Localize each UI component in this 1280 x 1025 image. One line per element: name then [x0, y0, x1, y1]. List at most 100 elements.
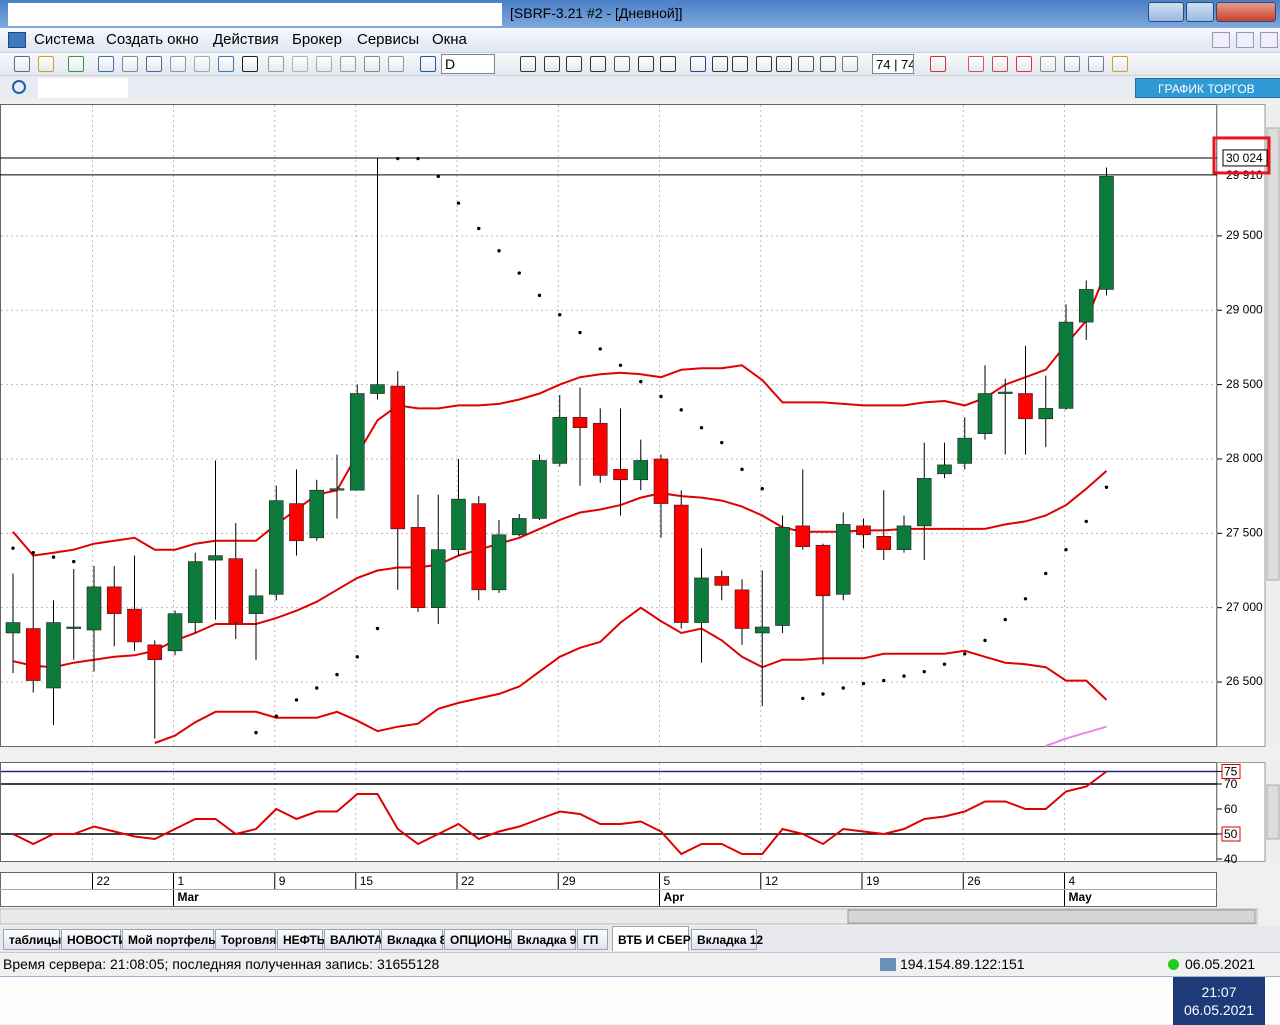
sar-dot [517, 271, 521, 275]
sar-dot [740, 467, 744, 472]
tab[interactable]: Вкладка 12 [691, 929, 763, 950]
toolbar-icon[interactable] [1016, 56, 1032, 72]
toolbar-icon[interactable] [1064, 56, 1080, 72]
clock[interactable]: 21:07 06.05.2021 [1173, 977, 1265, 1025]
toolbar-icon[interactable] [690, 56, 706, 72]
toolbar-icon[interactable] [798, 56, 814, 72]
minimize-button[interactable] [1148, 2, 1184, 22]
toolbar-icon[interactable] [364, 56, 380, 72]
v-scroll-thumb[interactable] [1266, 127, 1280, 581]
x-tick-label: 22 [97, 874, 111, 888]
tab[interactable]: ВАЛЮТА [324, 929, 383, 950]
toolbar-icon[interactable] [122, 56, 138, 72]
toolbar-icon[interactable] [638, 56, 654, 72]
toolbar-icon[interactable] [98, 56, 114, 72]
clock-date: 06.05.2021 [1183, 1002, 1255, 1018]
toolbar-icon[interactable] [68, 56, 84, 72]
toolbar-icon[interactable] [968, 56, 984, 72]
y-tick-label: 29 500 [1226, 228, 1263, 242]
toolbar-icon[interactable] [38, 56, 54, 72]
interval-select[interactable]: D [441, 54, 495, 74]
menu-item[interactable]: Система [34, 31, 95, 48]
toolbar-icon[interactable] [732, 56, 748, 72]
trade-chart-button[interactable]: ГРАФИК ТОРГОВ [1135, 78, 1280, 98]
tab[interactable]: таблицы [3, 929, 61, 950]
tab[interactable]: ОПЦИОНЫ [444, 929, 515, 950]
tab[interactable]: НОВОСТИ [61, 929, 127, 950]
toolbar-icon[interactable] [566, 56, 582, 72]
tab[interactable]: Торговля [215, 929, 276, 950]
sar-dot [618, 363, 623, 367]
toolbar-icon[interactable] [820, 56, 836, 72]
mdi-restore[interactable] [1236, 32, 1254, 48]
candle-body [1038, 408, 1054, 420]
tab[interactable]: ВТБ И СБЕР [612, 926, 691, 951]
toolbar-icon[interactable] [842, 56, 858, 72]
candle-body [896, 525, 912, 550]
toolbar-icon[interactable] [756, 56, 772, 72]
sar-dot [942, 662, 947, 666]
toolbar-icon[interactable] [660, 56, 676, 72]
toolbar-icon[interactable] [520, 56, 536, 72]
toolbar-icon[interactable] [544, 56, 560, 72]
sar-dot [436, 174, 440, 179]
candle-body [430, 549, 446, 608]
tab[interactable]: Мой портфель [122, 929, 216, 950]
close-button[interactable] [1216, 2, 1276, 22]
menu-item[interactable]: Действия [213, 31, 279, 48]
candle-body [734, 589, 750, 629]
x-tick-label: 26 [967, 874, 981, 888]
toolbar-icon[interactable] [1112, 56, 1128, 72]
toolbar-icon[interactable] [292, 56, 308, 72]
menu-item[interactable]: Окна [432, 31, 467, 48]
mdi-close[interactable] [1260, 32, 1278, 48]
search-icon[interactable] [12, 80, 26, 94]
menu-item[interactable]: Сервисы [357, 31, 420, 48]
toolbar-icon[interactable] [340, 56, 356, 72]
toolbar-icon[interactable] [194, 56, 210, 72]
toolbar-icon[interactable] [170, 56, 186, 72]
toolbar-icon[interactable] [992, 56, 1008, 72]
y-tick-label: 70 [1224, 777, 1238, 791]
toolbar-icon[interactable] [930, 56, 946, 72]
sar-dot [355, 655, 359, 659]
sar-dot [1104, 485, 1109, 489]
tab[interactable]: Вкладка 8 [381, 929, 446, 950]
toolbar-icon[interactable] [268, 56, 284, 72]
candle-body [957, 437, 973, 464]
mdi-minimize[interactable] [1212, 32, 1230, 48]
toolbar-icon[interactable] [242, 56, 258, 72]
toolbar-icon[interactable] [614, 56, 630, 72]
candle-body [147, 644, 163, 661]
candle-body [349, 393, 365, 491]
toolbar-icon[interactable] [146, 56, 162, 72]
candle-body [86, 586, 102, 631]
toolbar-icon[interactable] [712, 56, 728, 72]
maximize-button[interactable] [1186, 2, 1214, 22]
toolbar-icon[interactable] [420, 56, 436, 72]
menu-item[interactable]: Создать окно [106, 31, 199, 48]
toolbar-icon[interactable] [316, 56, 332, 72]
rsi-scroll-thumb[interactable] [1266, 784, 1280, 840]
toolbar-icon[interactable] [14, 56, 30, 72]
h-scroll-thumb[interactable] [847, 909, 1256, 924]
toolbar-icon[interactable] [1088, 56, 1104, 72]
candle-body [997, 391, 1013, 394]
toolbar-icon[interactable] [388, 56, 404, 72]
sar-dot [11, 546, 15, 550]
bar-counter[interactable]: 74 | 74 [872, 54, 914, 74]
toolbar-icon[interactable] [218, 56, 234, 72]
y-tick-label: 26 500 [1226, 674, 1263, 688]
highlight-box [1212, 136, 1271, 175]
candle-body [856, 525, 871, 536]
tab[interactable]: Вкладка 9 [511, 929, 576, 950]
toolbar-icon[interactable] [776, 56, 792, 72]
candle-body [532, 460, 547, 519]
toolbar-icon[interactable] [1040, 56, 1056, 72]
search-input[interactable] [38, 78, 128, 98]
menu-item[interactable]: Брокер [292, 31, 342, 48]
toolbar-icon[interactable] [590, 56, 606, 72]
tab[interactable]: НЕФТЬ [277, 929, 325, 950]
tab[interactable]: ГП [577, 929, 608, 950]
toolbar: D 74 | 74 [0, 52, 1280, 75]
